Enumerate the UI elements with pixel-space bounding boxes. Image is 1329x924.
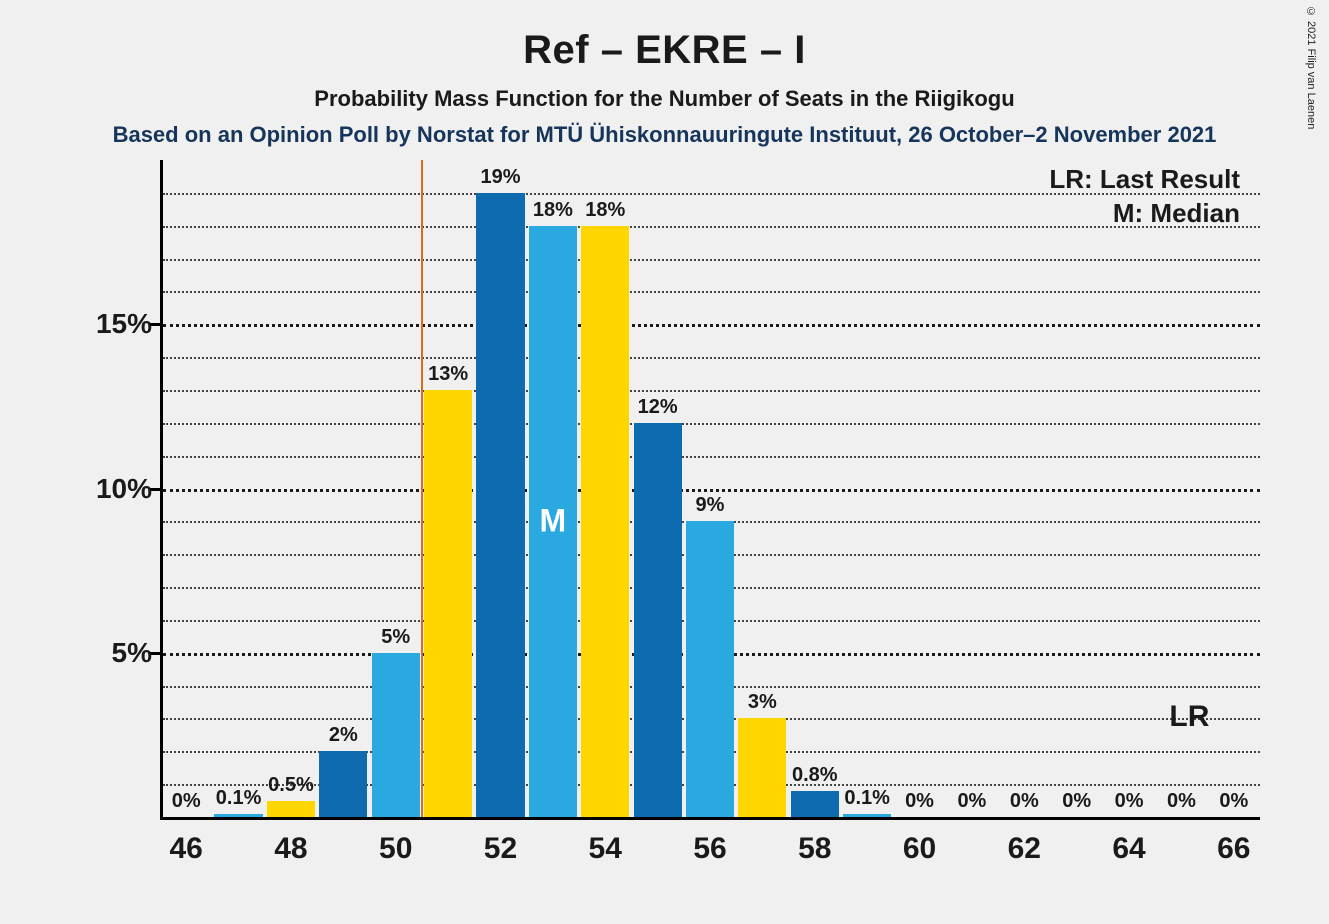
bar <box>843 814 891 817</box>
x-tick-label: 60 <box>903 832 936 866</box>
bar-value-label: 19% <box>480 166 520 189</box>
bar-value-label: 0.1% <box>844 787 890 810</box>
gridline-minor <box>163 423 1260 425</box>
majority-threshold-line <box>421 160 423 817</box>
bar <box>319 751 367 817</box>
gridline-major <box>163 489 1260 492</box>
x-tick-label: 62 <box>1008 832 1041 866</box>
gridline-minor <box>163 193 1260 195</box>
bar-value-label: 5% <box>381 626 410 649</box>
legend-median: M: Median <box>1113 198 1240 229</box>
x-axis-line <box>160 817 1260 820</box>
gridline-minor <box>163 259 1260 261</box>
bar-value-label: 0% <box>172 790 201 813</box>
bar <box>581 226 629 817</box>
y-tick-label: 10% <box>62 473 152 505</box>
bar-value-label: 18% <box>533 199 573 222</box>
bar-value-label: 0% <box>1010 790 1039 813</box>
x-tick-label: 64 <box>1112 832 1145 866</box>
bar <box>738 718 786 817</box>
x-tick-label: 66 <box>1217 832 1250 866</box>
y-tick-label: 5% <box>62 637 152 669</box>
x-tick-label: 46 <box>170 832 203 866</box>
x-tick-label: 52 <box>484 832 517 866</box>
y-tick-mark <box>150 652 160 655</box>
gridline-minor <box>163 226 1260 228</box>
bar-value-label: 9% <box>696 494 725 517</box>
bar-value-label: 2% <box>329 724 358 747</box>
y-tick-mark <box>150 488 160 491</box>
bar <box>372 653 420 817</box>
bar-value-label: 13% <box>428 363 468 386</box>
bar-value-label: 0.5% <box>268 774 314 797</box>
x-tick-label: 50 <box>379 832 412 866</box>
bar <box>634 423 682 817</box>
gridline-minor <box>163 390 1260 392</box>
y-tick-label: 15% <box>62 308 152 340</box>
x-tick-label: 48 <box>274 832 307 866</box>
bar-value-label: 0% <box>1062 790 1091 813</box>
bar <box>214 814 262 817</box>
chart-source: Based on an Opinion Poll by Norstat for … <box>0 122 1329 148</box>
copyright-text: © 2021 Filip van Laenen <box>1305 6 1317 129</box>
x-tick-label: 54 <box>589 832 622 866</box>
gridline-minor <box>163 456 1260 458</box>
bar-value-label: 0% <box>1219 790 1248 813</box>
median-marker: M <box>540 503 567 540</box>
chart-panel: Ref – EKRE – I Probability Mass Function… <box>0 0 1329 924</box>
bar-value-label: 12% <box>638 396 678 419</box>
bar <box>267 801 315 817</box>
x-tick-label: 56 <box>693 832 726 866</box>
bar-value-label: 0.1% <box>216 787 262 810</box>
bar-value-label: 18% <box>585 199 625 222</box>
bar <box>686 521 734 817</box>
y-tick-mark <box>150 323 160 326</box>
chart-subtitle: Probability Mass Function for the Number… <box>0 86 1329 112</box>
bar-value-label: 0% <box>1115 790 1144 813</box>
gridline-minor <box>163 357 1260 359</box>
gridline-major <box>163 324 1260 327</box>
bar <box>791 791 839 817</box>
last-result-marker: LR <box>1169 700 1209 734</box>
bar-value-label: 0% <box>905 790 934 813</box>
x-tick-label: 58 <box>798 832 831 866</box>
bar-value-label: 0% <box>1167 790 1196 813</box>
legend-last-result: LR: Last Result <box>1049 164 1240 195</box>
bar-value-label: 0.8% <box>792 764 838 787</box>
bar-value-label: 3% <box>748 691 777 714</box>
plot-area: LR: Last Result M: Median 5%10%15%464850… <box>160 160 1260 820</box>
bar <box>424 390 472 817</box>
chart-title: Ref – EKRE – I <box>0 28 1329 73</box>
bar-value-label: 0% <box>957 790 986 813</box>
gridline-minor <box>163 291 1260 293</box>
bar <box>476 193 524 817</box>
